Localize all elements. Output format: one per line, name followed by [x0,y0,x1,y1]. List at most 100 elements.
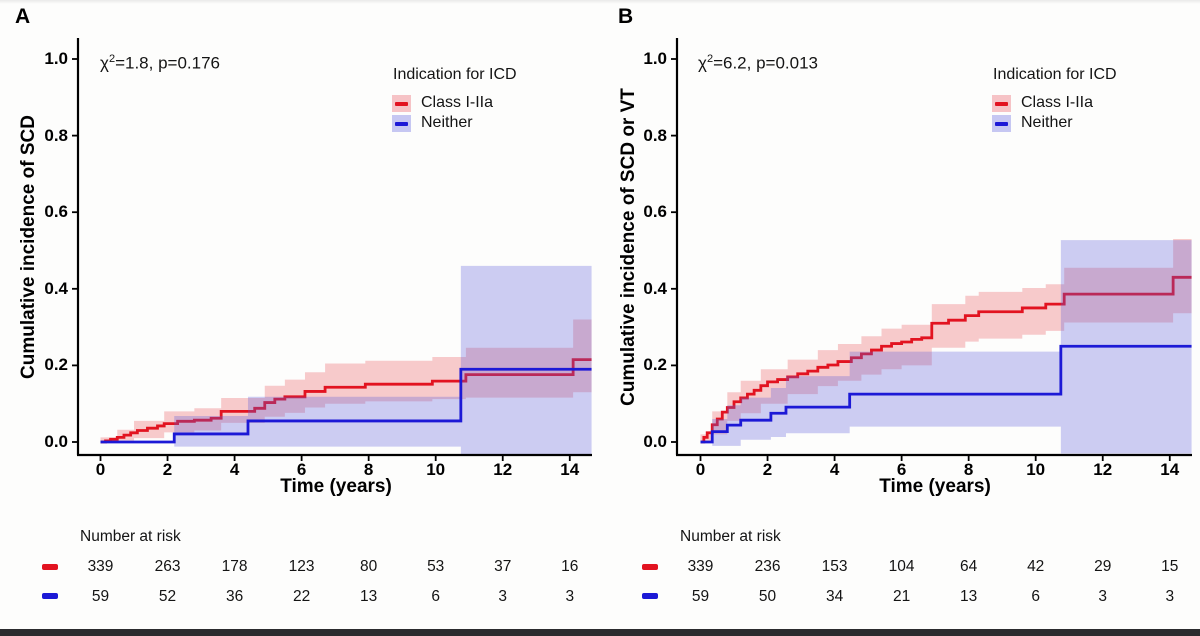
panel-a-chi-square-annotation: χ2=1.8, p=0.176 [100,53,220,74]
risk-row-dash-class-i-iia [42,564,58,570]
panel-b-x-tick-label: 6 [896,460,907,479]
panel-b-plot-area [700,239,1192,454]
risk-row-dash-neither [42,593,58,599]
panel-b-y-tick-label: 0.8 [643,125,667,145]
risk-value-class-i-iia: 123 [288,558,315,575]
risk-row-dash-class-i-iia [642,564,658,570]
risk-value-neither: 13 [360,587,378,605]
survival-curve-neither [700,344,1192,444]
risk-row-dash-neither [642,593,658,599]
panel-b-y-tick-label: 1.0 [643,49,667,68]
risk-value-neither: 36 [225,587,244,605]
panel-b-x-tick-label: 4 [829,460,840,479]
panel-a-x-tick-label: 8 [363,460,374,479]
panel-a-x-tick-label: 4 [229,460,240,479]
risk-value-neither: 13 [960,587,978,605]
panel-a-x-tick-label: 12 [493,460,513,479]
risk-value-class-i-iia: 339 [87,558,114,575]
chi-symbol: χ [698,53,707,73]
risk-value-neither: 59 [691,587,710,605]
panel-b-y-tick-label: 0.0 [643,432,667,451]
panel-a-y-tick-label: 0.0 [44,432,68,451]
panel-a-x-tick-label: 2 [162,460,173,479]
risk-value-neither: 6 [431,587,440,605]
risk-value-class-i-iia: 263 [154,558,181,575]
confidence-band-neither [712,240,1192,454]
panel-b-legend-label-neither: Neither [1021,114,1073,131]
panel-a-x-tick-label: 10 [426,460,446,479]
risk-value-neither: 52 [158,587,177,605]
panel-a-x-tick-label: 14 [560,460,580,479]
risk-value-class-i-iia: 153 [821,558,848,575]
chi-superscript: 2 [108,53,116,65]
bottom-border-bar [0,629,1200,636]
panel-b-legend-label-class-i-iia: Class I-IIa [1021,94,1094,111]
risk-value-neither: 3 [1098,587,1108,605]
risk-value-class-i-iia: 80 [360,558,378,575]
panel-b-x-tick-label: 0 [695,460,706,479]
risk-value-class-i-iia: 104 [888,558,915,575]
panel-a-axes [76,38,592,457]
panel-a-letter: A [15,5,31,28]
risk-value-class-i-iia: 64 [960,558,978,575]
risk-value-neither: 3 [498,587,508,605]
risk-value-neither: 22 [292,587,311,605]
panel-a-y-tick-label: 0.8 [44,125,68,145]
panel-b-x-tick-label: 12 [1093,460,1113,479]
panel-a-y-tick-label: 0.4 [44,278,68,298]
panel-b-x-tick-label: 10 [1026,460,1046,479]
legend-key-class-i-iia [992,95,1011,112]
panel-a-y-tick-label: 1.0 [44,49,68,68]
panel-a-legend-label-class-i-iia: Class I-IIa [421,94,494,111]
panel-b-x-tick-label: 2 [762,460,773,479]
survival-curve-class-i-iia [700,275,1192,444]
risk-value-class-i-iia: 16 [561,558,579,575]
panel-b-y-tick-label: 0.6 [643,202,667,222]
panel-b-x-tick-label: 8 [963,460,974,479]
legend-key-neither [992,115,1011,132]
survival-curve-neither [100,367,592,444]
panel-a-legend-label-neither: Neither [421,114,473,131]
risk-value-neither: 3 [565,587,575,605]
panel-a-legend-title: Indication for ICD [393,66,517,83]
legend-dash-icon [995,121,1008,126]
panel-a-y-tick-label: 0.2 [44,355,68,375]
panel-b-x-axis-title: Time (years) [879,476,991,497]
panel-a-y-tick-label: 0.6 [44,202,68,222]
chi-stat-text: =6.2, p=0.013 [713,53,818,73]
panel-b-y-tick-label: 0.2 [643,355,667,375]
risk-value-neither: 50 [758,587,777,605]
panel-a-y-axis-title: Cumulative incidence of SCD [18,115,39,379]
panel-b-x-tick-label: 14 [1160,460,1180,479]
panel-b-letter: B [618,5,634,28]
panel-a-plot-area [100,265,592,454]
panel-b-axes [675,38,1192,457]
panel-a-x-tick-label: 6 [296,460,307,479]
panel-b-chi-square-annotation: χ2=6.2, p=0.013 [698,53,818,74]
risk-value-neither: 3 [1165,587,1175,605]
confidence-band-neither [174,265,592,454]
risk-value-neither: 34 [825,587,844,605]
panel-a-x-axis-title: Time (years) [280,476,392,497]
risk-value-class-i-iia: 236 [754,558,781,575]
risk-value-class-i-iia: 29 [1094,558,1112,575]
risk-value-class-i-iia: 15 [1161,558,1179,575]
panel-b-legend-title: Indication for ICD [993,66,1117,83]
survival-curve-class-i-iia [100,358,592,444]
chi-superscript: 2 [706,53,714,65]
legend-key-neither [392,115,411,132]
legend-dash-icon [395,101,408,106]
confidence-band-class-i-iia [700,239,1192,442]
risk-value-neither: 59 [91,587,110,605]
risk-value-neither: 6 [1031,587,1040,605]
risk-value-class-i-iia: 42 [1027,558,1045,575]
panel-b-y-tick-label: 0.4 [643,278,667,298]
risk-value-class-i-iia: 53 [427,558,445,575]
chi-stat-text: =1.8, p=0.176 [115,53,220,73]
legend-dash-icon [995,101,1008,106]
legend-dash-icon [395,121,408,126]
legend-key-class-i-iia [392,95,411,112]
panel-a-risk-table-title: Number at risk [80,528,181,545]
